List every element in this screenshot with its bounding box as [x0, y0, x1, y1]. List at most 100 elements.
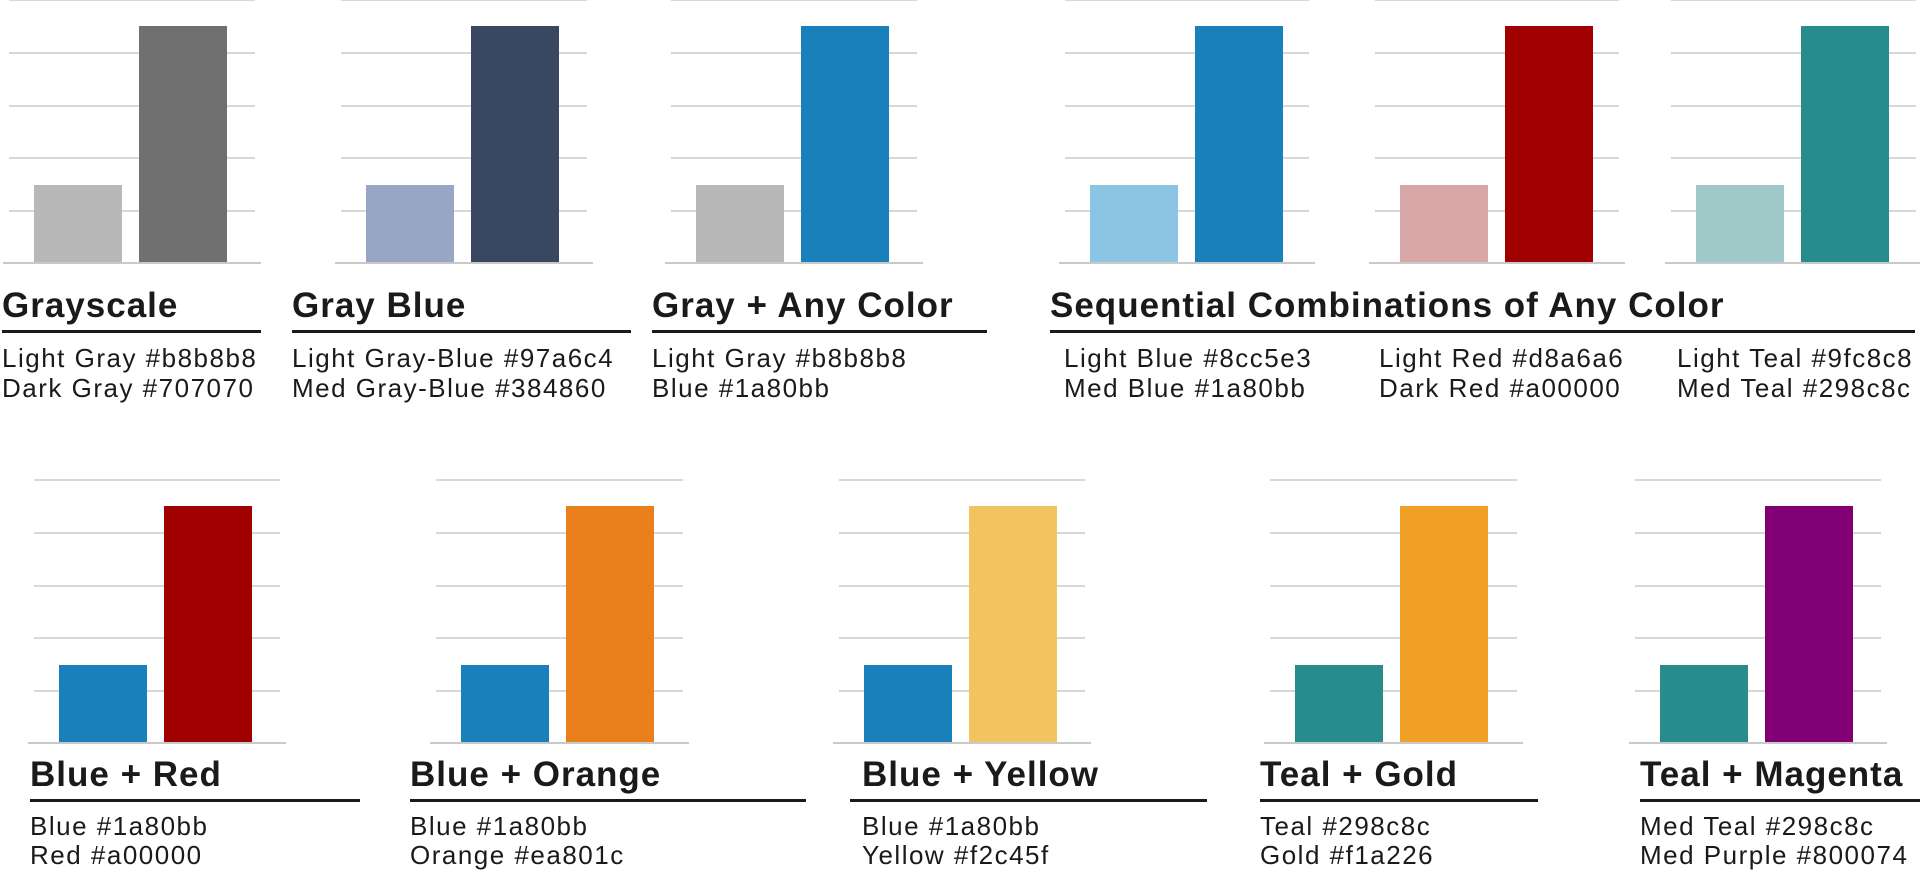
gridline — [341, 210, 587, 213]
gridline — [341, 104, 587, 107]
gridline — [671, 0, 917, 1]
color-label: Med Teal #298c8c — [1640, 811, 1875, 841]
axis-baseline — [335, 262, 593, 264]
color-label: Light Teal #9fc8c8 — [1677, 343, 1914, 373]
color-label: Yellow #f2c45f — [862, 840, 1050, 870]
bar-blue — [461, 664, 549, 742]
gridline — [9, 0, 255, 1]
gridline — [1635, 479, 1881, 481]
axis-baseline — [3, 262, 261, 264]
title-underline — [850, 799, 1207, 802]
bar-blue — [59, 664, 147, 742]
gridline — [1375, 0, 1619, 1]
title-underline — [1260, 799, 1538, 802]
gridline — [1375, 210, 1619, 213]
section-blue-yellow: Blue + Yellow Blue #1a80bb Yellow #f2c45… — [850, 755, 1207, 870]
bar-dark-red — [1505, 26, 1593, 262]
chart-sequential-red — [1369, 0, 1625, 264]
bar-med-gray-blue — [471, 26, 559, 262]
bar-light-teal — [1696, 184, 1784, 262]
bar-light-red — [1400, 184, 1488, 262]
color-label: Orange #ea801c — [410, 840, 625, 870]
color-label: Blue #1a80bb — [862, 811, 1041, 841]
bar-red — [164, 506, 252, 742]
gridline — [1671, 51, 1916, 54]
section-title: Blue + Red — [30, 755, 222, 794]
gridline — [436, 531, 683, 534]
bar-med-blue — [1195, 26, 1283, 262]
chart-sequential-teal — [1665, 0, 1920, 264]
gridline — [1375, 157, 1619, 160]
gridline — [1671, 0, 1916, 1]
color-label: Light Gray #b8b8b8 — [652, 343, 908, 373]
gridline — [1065, 157, 1309, 160]
color-label: Dark Red #a00000 — [1379, 373, 1622, 403]
gridline — [9, 104, 255, 107]
gridline — [341, 51, 587, 54]
axis-baseline — [1629, 742, 1887, 744]
section-teal-gold: Teal + Gold Teal #298c8c Gold #f1a226 — [1260, 755, 1538, 870]
bar-teal — [1295, 664, 1383, 742]
axis-baseline — [833, 742, 1091, 744]
gridline — [341, 157, 587, 160]
color-label: Red #a00000 — [30, 840, 203, 870]
bar-med-teal — [1801, 26, 1889, 262]
color-label: Med Teal #298c8c — [1677, 373, 1912, 403]
gridline — [34, 479, 280, 481]
section-sequential-combinations: Sequential Combinations of Any Color Lig… — [1050, 286, 1915, 403]
color-label: Blue #1a80bb — [652, 373, 831, 403]
chart-blue-orange — [430, 479, 689, 744]
title-underline — [410, 799, 806, 802]
gridline — [1270, 531, 1517, 534]
section-title: Gray Blue — [292, 286, 467, 325]
chart-blue-red — [28, 479, 286, 744]
color-labels: Light Gray-Blue #97a6c4 Med Gray-Blue #3… — [292, 343, 631, 403]
gridline — [436, 479, 683, 481]
chart-blue-yellow — [833, 479, 1091, 744]
section-gray-blue: Gray Blue Light Gray-Blue #97a6c4 Med Gr… — [292, 286, 631, 403]
gridline — [839, 584, 1085, 587]
chart-gray-any-color — [665, 0, 923, 264]
gridline — [671, 104, 917, 107]
axis-baseline — [430, 742, 689, 744]
gridline — [1635, 531, 1881, 534]
section-title: Teal + Magenta — [1640, 755, 1904, 794]
bar-light-blue — [1090, 184, 1178, 262]
title-underline — [1050, 330, 1915, 333]
color-label: Med Purple #800074 — [1640, 840, 1909, 870]
section-title: Grayscale — [2, 286, 179, 325]
gridline — [839, 690, 1085, 693]
bar-yellow — [969, 506, 1057, 742]
gridline — [1270, 479, 1517, 481]
gridline — [341, 0, 587, 1]
color-label: Blue #1a80bb — [410, 811, 589, 841]
gridline — [1671, 104, 1916, 107]
axis-baseline — [1665, 262, 1920, 264]
axis-baseline — [1369, 262, 1625, 264]
color-labels: Blue #1a80bb Yellow #f2c45f — [862, 812, 1207, 870]
color-label: Teal #298c8c — [1260, 811, 1432, 841]
section-grayscale: Grayscale Light Gray #b8b8b8 Dark Gray #… — [2, 286, 261, 403]
gridline — [9, 157, 255, 160]
color-labels: Light Blue #8cc5e3 Med Blue #1a80bb — [1064, 343, 1312, 403]
color-labels: Light Gray #b8b8b8 Dark Gray #707070 — [2, 343, 261, 403]
gridline — [839, 531, 1085, 534]
title-underline — [292, 330, 631, 333]
gridline — [1065, 0, 1309, 1]
gridline — [1065, 104, 1309, 107]
gridline — [436, 690, 683, 693]
gridline — [1375, 104, 1619, 107]
section-title: Blue + Orange — [410, 755, 662, 794]
gridline — [1065, 210, 1309, 213]
chart-gray-blue — [335, 0, 593, 264]
section-teal-magenta: Teal + Magenta Med Teal #298c8c Med Purp… — [1640, 755, 1920, 870]
bar-med-purple — [1765, 506, 1853, 742]
color-label: Dark Gray #707070 — [2, 373, 255, 403]
color-label: Light Red #d8a6a6 — [1379, 343, 1625, 373]
section-gray-any-color: Gray + Any Color Light Gray #b8b8b8 Blue… — [652, 286, 987, 403]
color-labels: Teal #298c8c Gold #f1a226 — [1260, 812, 1538, 870]
color-label: Light Blue #8cc5e3 — [1064, 343, 1313, 373]
chart-teal-magenta — [1629, 479, 1887, 744]
color-label: Med Gray-Blue #384860 — [292, 373, 607, 403]
bar-blue — [801, 26, 889, 262]
